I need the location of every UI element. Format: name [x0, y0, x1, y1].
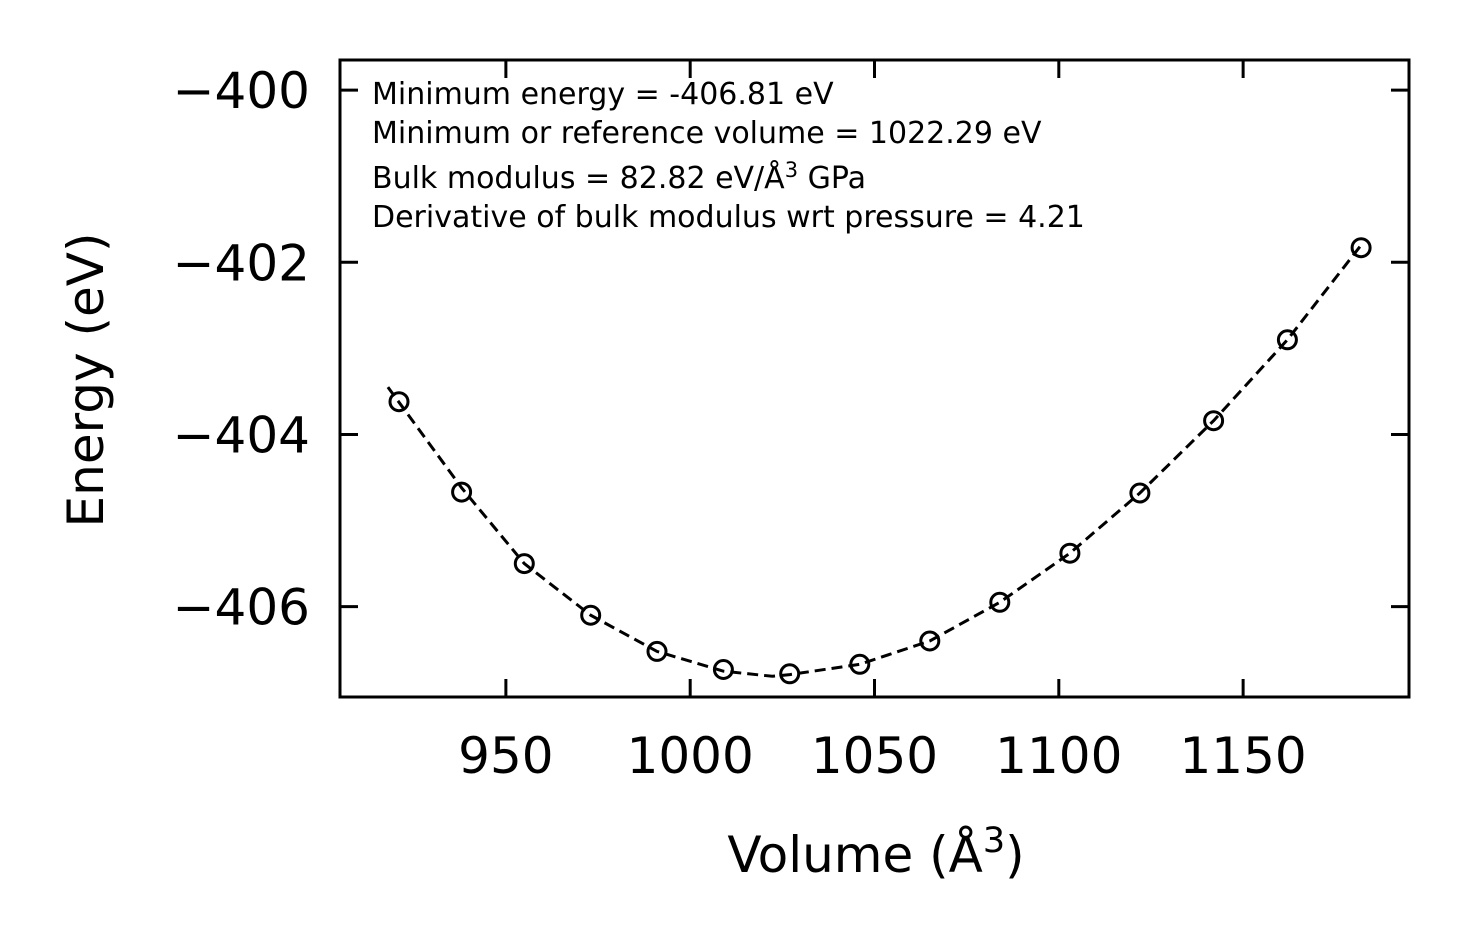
x-tick-label: 1100 — [995, 727, 1122, 785]
x-axis-label-text: Volume (Å — [727, 826, 983, 884]
data-point — [1129, 482, 1151, 504]
data-point — [849, 653, 871, 675]
eos-fit-line — [386, 244, 1363, 678]
y-tick-label: −404 — [173, 406, 310, 464]
annotation-bulk-modulus-sup: 3 — [785, 158, 798, 182]
x-axis-label-suffix: ) — [1005, 826, 1025, 884]
annotation-bulk-modulus-text: Bulk modulus = 82.82 eV/Å — [372, 160, 785, 196]
data-point — [989, 591, 1011, 613]
plot-frame — [338, 58, 1411, 699]
data-point — [580, 604, 602, 626]
axis-ticks — [340, 60, 1409, 697]
x-tick-label: 1000 — [627, 727, 754, 785]
y-tick-label: −402 — [173, 234, 310, 292]
data-point — [1059, 542, 1081, 564]
data-point — [779, 663, 801, 685]
data-point — [712, 659, 734, 680]
y-axis-label: Energy (eV) — [57, 233, 115, 528]
data-point — [919, 630, 941, 652]
data-point — [1276, 329, 1298, 351]
x-axis-label: Volume (Å3) — [727, 821, 1024, 884]
x-tick-label: 1150 — [1179, 727, 1306, 785]
annotation-bulk-modulus-unit: GPa — [798, 161, 866, 196]
y-tick-label: −400 — [173, 62, 310, 120]
plot-marks — [386, 237, 1372, 685]
data-point — [388, 391, 410, 413]
data-point — [513, 553, 535, 575]
x-axis-label-sup: 3 — [983, 821, 1005, 861]
annotation-min-volume: Minimum or reference volume = 1022.29 eV — [372, 116, 1042, 151]
data-point — [451, 481, 473, 503]
data-point — [646, 640, 668, 662]
annotation-min-energy: Minimum energy = -406.81 eV — [372, 77, 834, 112]
data-point — [1203, 410, 1225, 432]
annotation-bulk-derivative: Derivative of bulk modulus wrt pressure … — [372, 200, 1085, 235]
x-tick-label: 950 — [458, 727, 553, 785]
x-tick-label: 1050 — [811, 727, 938, 785]
annotation-bulk-modulus: Bulk modulus = 82.82 eV/Å3 GPa — [372, 158, 866, 196]
y-tick-label: −406 — [173, 579, 310, 637]
data-point — [1350, 237, 1372, 259]
